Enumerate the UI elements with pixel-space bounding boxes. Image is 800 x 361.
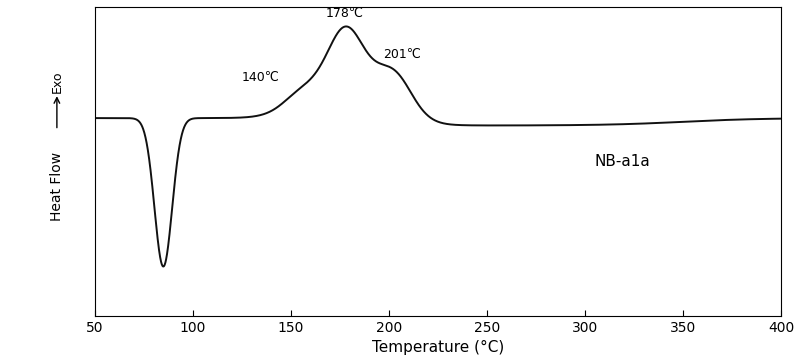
Text: Heat Flow: Heat Flow — [50, 152, 64, 221]
Text: NB-a1a: NB-a1a — [595, 154, 650, 169]
X-axis label: Temperature (°C): Temperature (°C) — [372, 340, 504, 356]
Text: 201℃: 201℃ — [383, 48, 421, 61]
Text: 178℃: 178℃ — [326, 6, 364, 19]
Text: Exo: Exo — [50, 71, 63, 93]
Text: 140℃: 140℃ — [242, 71, 279, 84]
